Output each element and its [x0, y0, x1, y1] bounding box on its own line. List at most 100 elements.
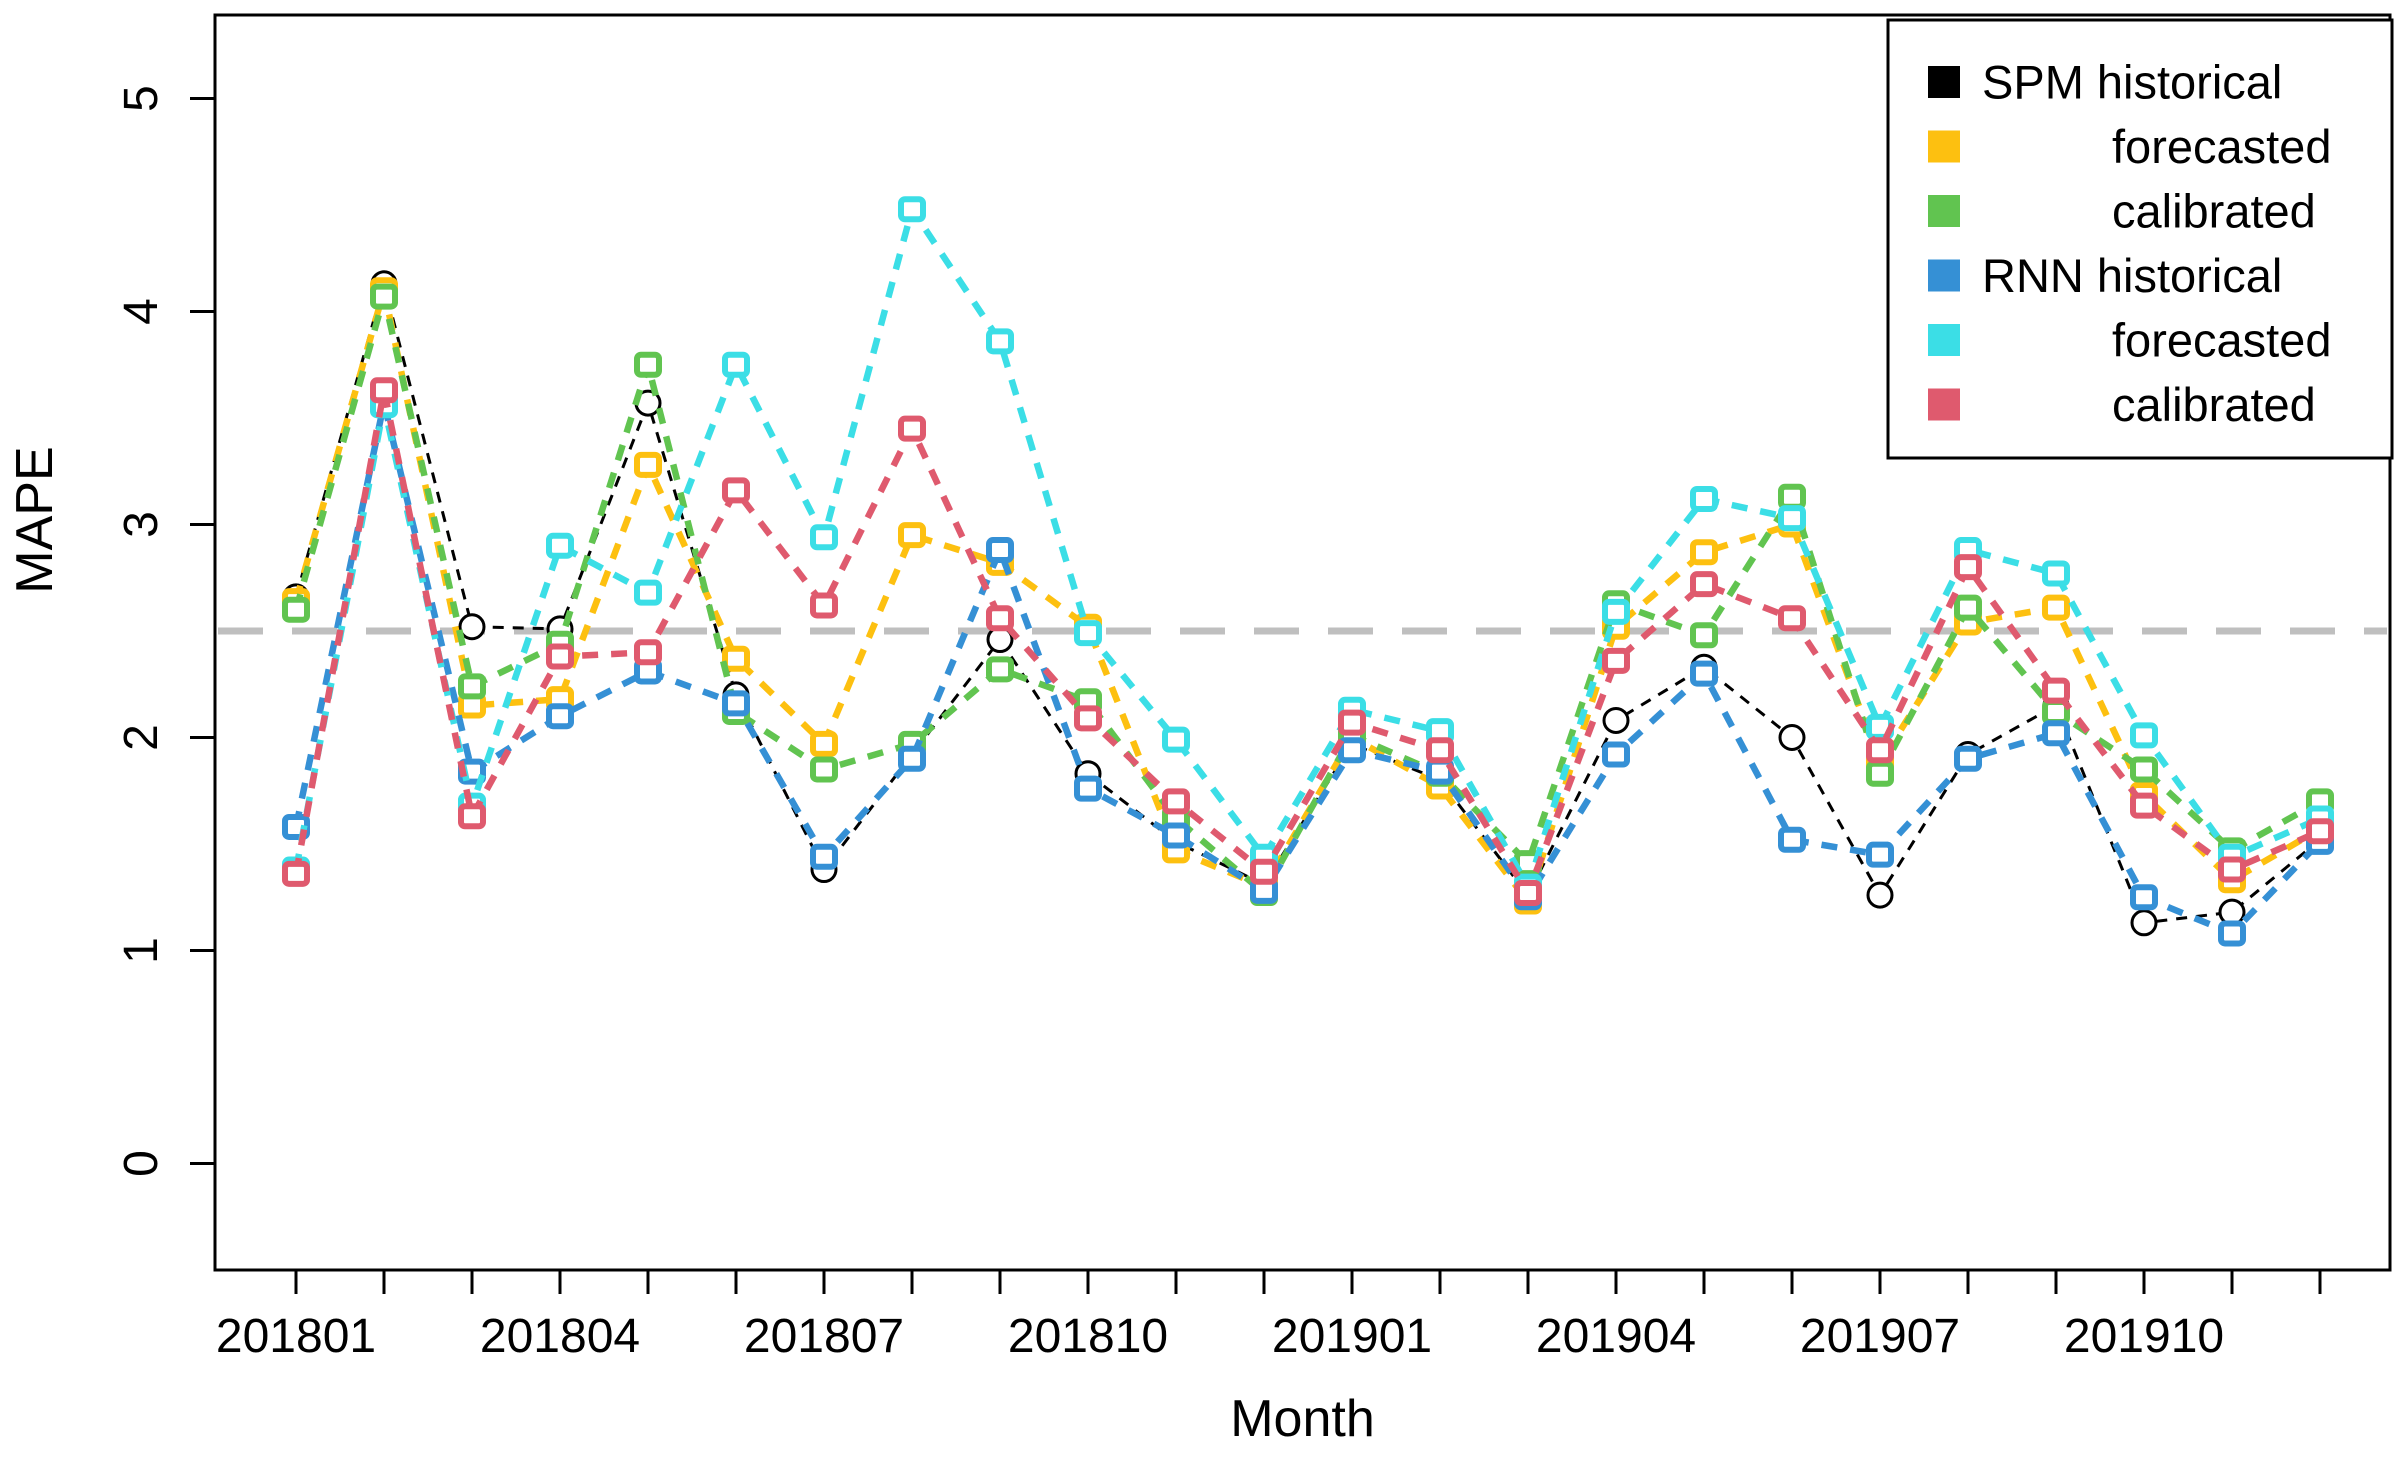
data-point-marker — [546, 532, 574, 559]
data-point-marker — [282, 596, 310, 623]
legend-entry-calibrated: calibrated — [1928, 184, 2316, 237]
x-tick-label: 201810 — [1008, 1310, 1168, 1363]
legend-swatch — [1928, 130, 1960, 163]
y-tick-label: 0 — [115, 1150, 168, 1177]
x-axis-title: Month — [1230, 1390, 1375, 1448]
data-point-marker — [2130, 909, 2158, 937]
data-point-marker — [2218, 920, 2246, 947]
y-tick-label: 2 — [115, 724, 168, 751]
x-tick-label: 201807 — [744, 1310, 904, 1363]
data-point-marker — [1954, 554, 1982, 581]
data-point-marker — [2042, 677, 2070, 704]
x-tick-label: 201801 — [216, 1310, 376, 1363]
data-point-marker — [722, 645, 750, 672]
data-point-marker — [810, 524, 838, 551]
data-point-marker — [2042, 720, 2070, 747]
data-point-marker — [810, 592, 838, 619]
legend-label: RNN historical — [1982, 249, 2282, 302]
data-point-marker — [282, 860, 310, 887]
data-point-marker — [986, 605, 1014, 632]
data-point-marker — [1778, 505, 1806, 532]
data-point-marker — [1866, 737, 1894, 764]
data-point-marker — [546, 703, 574, 730]
data-point-marker — [722, 351, 750, 378]
data-point-marker — [2130, 792, 2158, 819]
x-axis: 201801 201804 201807 201810 201901 201904 2019… — [216, 1270, 2322, 1363]
data-point-marker — [458, 803, 486, 830]
data-point-marker — [634, 639, 662, 666]
data-point-marker — [2130, 756, 2158, 783]
legend-label: calibrated — [2112, 184, 2316, 237]
data-point-marker — [898, 522, 926, 549]
data-point-marker — [458, 613, 486, 641]
data-point-marker — [1690, 571, 1718, 598]
data-point-marker — [1866, 881, 1894, 909]
data-point-marker — [1602, 598, 1630, 625]
data-point-marker — [370, 283, 398, 310]
series-line — [292, 389, 2322, 901]
legend-label: forecasted — [2112, 120, 2331, 173]
series-line — [292, 295, 2322, 899]
data-point-marker — [1690, 539, 1718, 566]
data-point-marker — [1162, 822, 1190, 849]
y-tick-label: 4 — [115, 298, 168, 325]
legend-swatch — [1928, 259, 1960, 292]
legend-label: forecasted — [2112, 313, 2331, 366]
data-point-marker — [1162, 788, 1190, 815]
data-point-marker — [810, 730, 838, 757]
data-point-marker — [1866, 841, 1894, 868]
data-point-marker — [1162, 726, 1190, 753]
legend-swatch — [1928, 388, 1960, 421]
data-point-marker — [2042, 560, 2070, 587]
data-point-marker — [1602, 741, 1630, 768]
legend-label: calibrated — [2112, 378, 2316, 431]
data-point-marker — [2130, 722, 2158, 749]
y-tick-label: 1 — [115, 937, 168, 964]
x-tick-label: 201907 — [1800, 1310, 1960, 1363]
y-tick-label: 5 — [115, 85, 168, 112]
data-point-marker — [1602, 647, 1630, 674]
data-point-marker — [2218, 856, 2246, 883]
y-axis: 0 1 2 3 4 5 — [115, 85, 215, 1177]
data-point-marker — [634, 351, 662, 378]
data-point-marker — [898, 415, 926, 442]
data-point-marker — [1866, 760, 1894, 787]
data-point-marker — [810, 843, 838, 870]
data-point-marker — [2042, 594, 2070, 621]
legend-entry-spm-historical: SPM historical — [1928, 55, 2282, 108]
series-rnn-calibrated — [282, 377, 2334, 906]
data-point-marker — [1690, 660, 1718, 687]
data-point-marker — [1778, 605, 1806, 632]
series-line — [294, 278, 2321, 925]
data-point-marker — [1954, 745, 1982, 772]
data-point-marker — [898, 196, 926, 223]
data-point-marker — [986, 328, 1014, 355]
data-point-marker — [898, 745, 926, 772]
data-point-marker — [986, 537, 1014, 564]
data-point-marker — [1074, 705, 1102, 732]
x-tick-label: 201804 — [480, 1310, 640, 1363]
data-point-marker — [1074, 775, 1102, 802]
x-tick-label: 201910 — [2064, 1310, 2224, 1363]
legend-swatch — [1928, 66, 1960, 98]
legend-box — [1886, 18, 2394, 460]
data-point-marker — [1338, 737, 1366, 764]
legend-entry-calibrated: calibrated — [1928, 378, 2316, 431]
data-point-marker — [1426, 737, 1454, 764]
legend-swatch — [1928, 324, 1960, 356]
data-point-marker — [722, 690, 750, 717]
legend-swatch — [1928, 195, 1960, 227]
data-point-marker — [810, 756, 838, 783]
data-point-marker — [1250, 858, 1278, 885]
data-point-marker — [1778, 724, 1806, 751]
legend-entry-forecasted: forecasted — [1928, 313, 2331, 366]
data-point-marker — [370, 377, 398, 404]
data-point-marker — [1690, 485, 1718, 512]
series-rnn-historical — [282, 390, 2334, 947]
data-point-marker — [458, 673, 486, 700]
legend-label: SPM historical — [1982, 55, 2282, 108]
data-point-marker — [1338, 709, 1366, 736]
data-point-marker — [1514, 879, 1542, 906]
